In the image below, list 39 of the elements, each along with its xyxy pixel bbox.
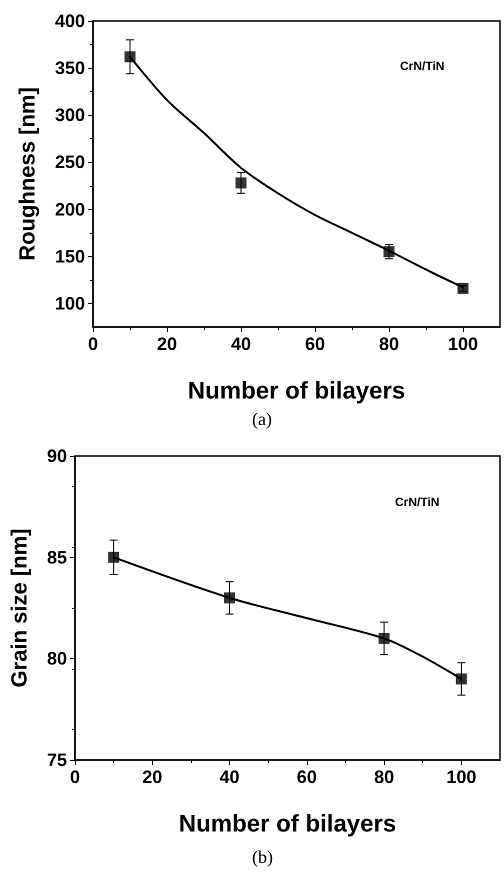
y-tick-label: 350 [54,58,85,78]
point [108,552,120,563]
y-tick-label: 400 [54,11,85,31]
x-tick-label: 60 [304,334,326,354]
y-tick-label: 75 [46,750,67,770]
annotation: CrN/TiN [400,59,444,73]
x-tick-label: 100 [448,334,478,354]
point [236,177,246,188]
text: (a) [252,409,272,429]
point [224,592,236,604]
point [378,632,390,644]
x-tick-label: 80 [378,334,400,354]
point [456,673,467,684]
y-tick-label: 150 [54,246,85,266]
y-axis-title: Grain size [nm] [6,528,32,688]
x-tick-label: 20 [156,334,178,354]
point [458,282,468,294]
y-tick-label: 250 [54,152,85,172]
annotation: CrN/TiN [395,495,440,509]
x-tick-label: 0 [88,334,98,354]
point [124,51,136,62]
y-tick-label: 200 [54,199,85,220]
y-tick-label: 100 [54,293,85,314]
x-tick-label: 20 [142,767,162,787]
y-axis-title: Roughness [nm] [14,87,40,261]
text: (b) [252,847,273,867]
x-tick-label: 40 [230,334,252,354]
x-tick-label: 100 [446,767,476,787]
y-tick-label: 80 [46,648,67,669]
x-tick-label: 0 [70,767,80,787]
y-tick-label: 85 [46,547,67,568]
y-tick-label: 300 [54,105,85,126]
point [384,246,394,258]
x-axis-title: Number of bilayers [188,378,406,404]
y-tick-label: 90 [46,446,67,466]
x-tick-label: 40 [220,767,240,787]
x-axis-title: Number of bilayers [178,810,396,838]
x-tick-label: 60 [296,767,317,787]
x-tick-label: 80 [374,767,394,787]
